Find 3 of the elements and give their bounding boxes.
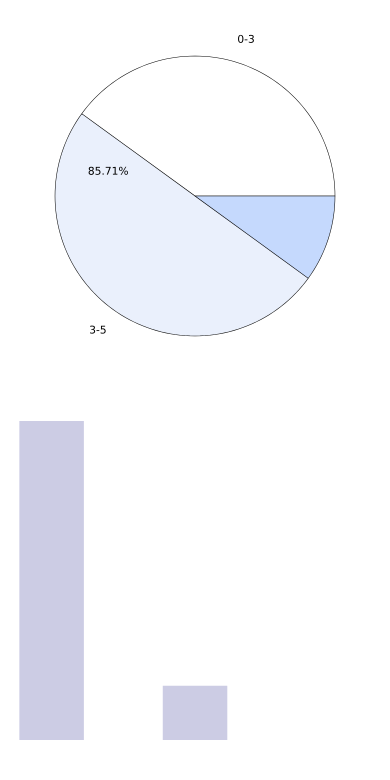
- slice-label: 0-3: [238, 34, 254, 43]
- slice-label: 3-5: [90, 326, 106, 334]
- text: 85.71%: [88, 166, 128, 175]
